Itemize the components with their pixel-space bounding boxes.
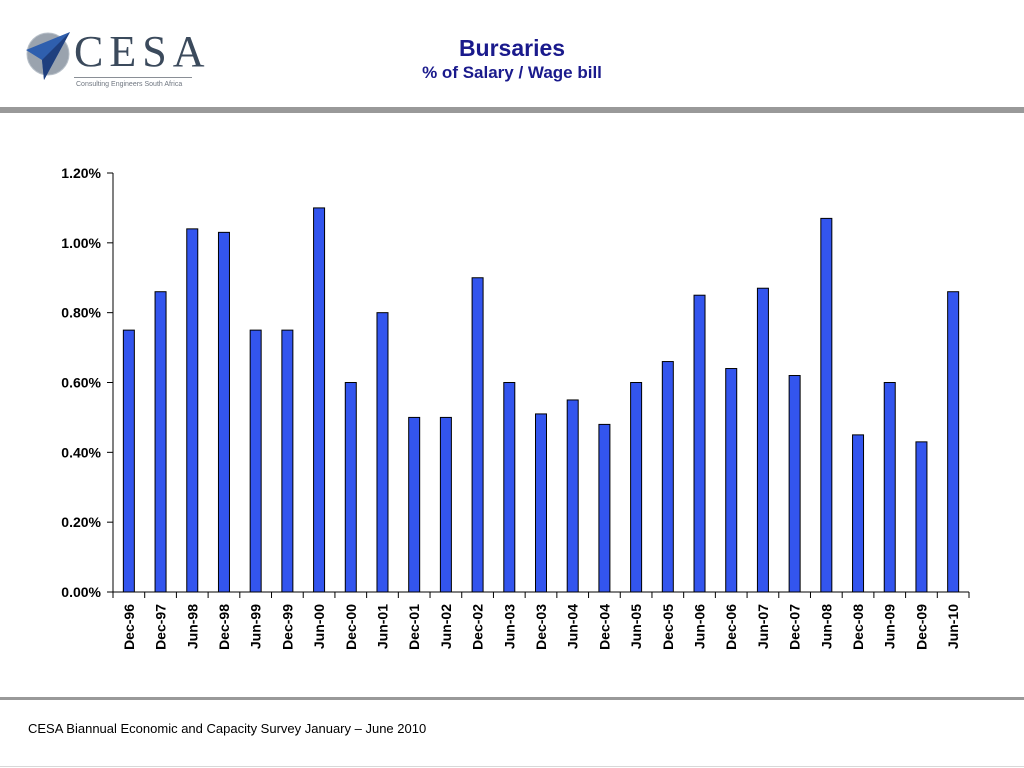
x-tick-label: Dec-09 [913,604,929,650]
y-tick-label: 1.00% [61,235,101,251]
bar [915,441,928,593]
page-subtitle: % of Salary / Wage bill [422,63,602,82]
cesa-logo: CESA Consulting Engineers South Africa [24,28,204,94]
x-tick-label: Jun-00 [311,604,327,649]
bottom-edge-line [0,766,1024,767]
bar [249,329,262,593]
bar [535,413,547,593]
bar [186,228,199,593]
bar [693,294,706,593]
bar [154,291,167,593]
x-tick-label: Dec-00 [343,604,359,650]
bar [852,434,865,593]
x-tick-label: Dec-05 [660,604,676,650]
bar [471,277,484,593]
bar [725,368,738,593]
x-tick-label: Dec-98 [216,604,232,650]
x-tick-label: Jun-99 [248,604,264,649]
bar [788,375,801,593]
paper-plane-globe-icon [26,32,70,80]
x-tick-label: Dec-04 [596,604,612,650]
x-tick-label: Jun-04 [565,604,581,649]
bar-chart: 0.00% 0.20% 0.40% 0.60% 0.80% 1.00% 1.20% Dec-9… [61,165,970,650]
logo-divider [74,77,192,78]
bar [947,291,960,593]
bar [122,329,135,593]
x-tick-label: Jun-06 [692,604,708,649]
x-tick-label: Jun-03 [501,604,517,649]
bar [598,423,611,593]
x-tick-label: Jun-01 [374,604,390,649]
x-tick-label: Jun-98 [184,604,200,649]
x-tick-label: Jun-08 [818,604,834,649]
x-tick-label: Dec-99 [279,604,295,650]
y-tick-label: 0.80% [61,305,101,321]
x-tick-label: Dec-08 [850,604,866,650]
y-tick-label: 0.60% [61,375,101,391]
x-tick-label: Dec-06 [723,604,739,650]
bar [661,361,674,593]
bar [756,287,769,593]
bar [313,207,326,593]
bar [408,416,421,593]
logo-tagline: Consulting Engineers South Africa [76,81,183,88]
x-tick-label: Dec-03 [533,604,549,650]
bar [281,329,294,593]
bar [344,382,357,593]
bar [820,217,833,593]
x-tick-label: Jun-07 [755,604,771,649]
bar [439,416,452,593]
bar [883,382,896,593]
y-tick-label: 0.40% [61,444,101,460]
logo-wordmark: CESA [74,27,211,76]
x-tick-label: Dec-07 [787,604,803,650]
x-tick-label: Jun-09 [882,604,898,649]
y-tick-label: 1.20% [61,165,101,181]
x-tick-label: Dec-97 [153,604,169,650]
bar [217,231,230,593]
footer-divider [0,697,1024,700]
x-tick-label: Dec-96 [121,604,137,650]
bar [503,382,516,593]
x-tick-label: Jun-10 [945,604,961,649]
bar [630,382,643,593]
page-title: Bursaries [458,35,566,61]
x-tick-label: Dec-01 [406,604,422,650]
x-tick-label: Jun-02 [438,604,454,649]
header-divider [0,107,1024,113]
bar [566,399,579,593]
y-tick-label: 0.20% [61,514,101,530]
bar [376,312,389,593]
title-block: Bursaries % of Salary / Wage bill [0,34,1024,84]
x-tick-label: Dec-02 [470,604,486,650]
footer-text: CESA Biannual Economic and Capacity Surv… [28,721,427,736]
y-tick-label: 0.00% [61,584,101,600]
x-tick-label: Jun-05 [628,604,644,649]
